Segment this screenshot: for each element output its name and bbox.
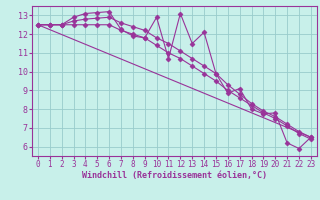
X-axis label: Windchill (Refroidissement éolien,°C): Windchill (Refroidissement éolien,°C) bbox=[82, 171, 267, 180]
